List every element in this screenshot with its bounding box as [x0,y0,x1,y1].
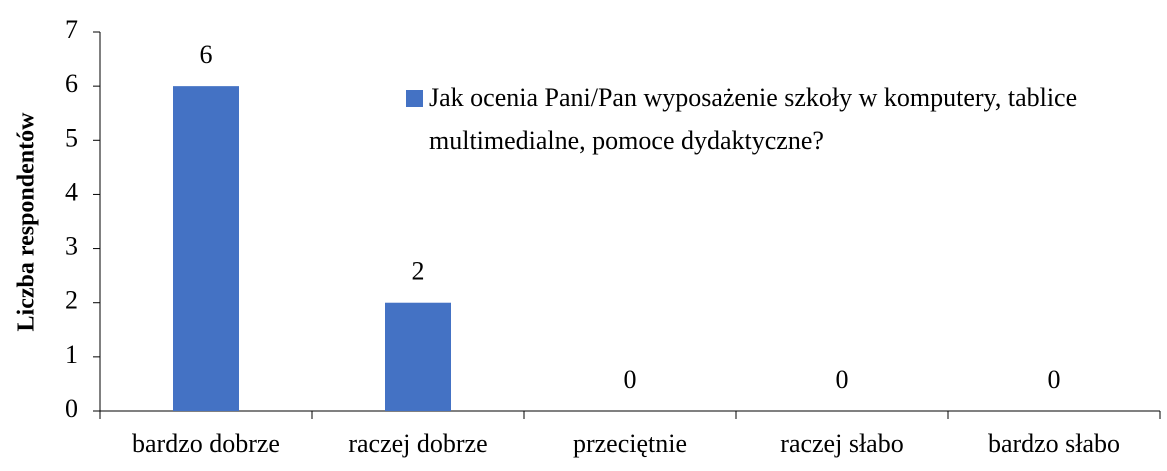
legend: Jak ocenia Pani/Pan wyposażenie szkoły w… [406,80,1146,162]
bar [385,302,451,411]
x-tick-label: bardzo dobrze [132,429,280,458]
y-tick-label: 3 [65,232,78,261]
y-tick-label: 6 [65,69,78,98]
bar [173,86,239,412]
legend-swatch [406,90,423,107]
x-tick-label: raczej słabo [780,429,903,458]
data-label: 0 [836,365,849,394]
y-tick-label: 0 [65,394,78,423]
legend-label: Jak ocenia Pani/Pan wyposażenie szkoły w… [429,83,1078,155]
x-tick-label: raczej dobrze [348,429,487,458]
x-tick-label: przeciętnie [573,429,687,458]
y-tick-label: 1 [65,340,78,369]
data-label: 2 [412,257,425,286]
data-label: 6 [200,40,213,69]
y-axis-label: Liczba respondentów [14,112,40,332]
y-tick-label: 5 [65,123,78,152]
y-tick-label: 2 [65,286,78,315]
x-tick-label: bardzo słabo [988,429,1120,458]
y-tick-label: 7 [65,15,78,44]
y-tick-label: 4 [65,177,78,206]
data-label: 0 [624,365,637,394]
data-label: 0 [1048,365,1061,394]
